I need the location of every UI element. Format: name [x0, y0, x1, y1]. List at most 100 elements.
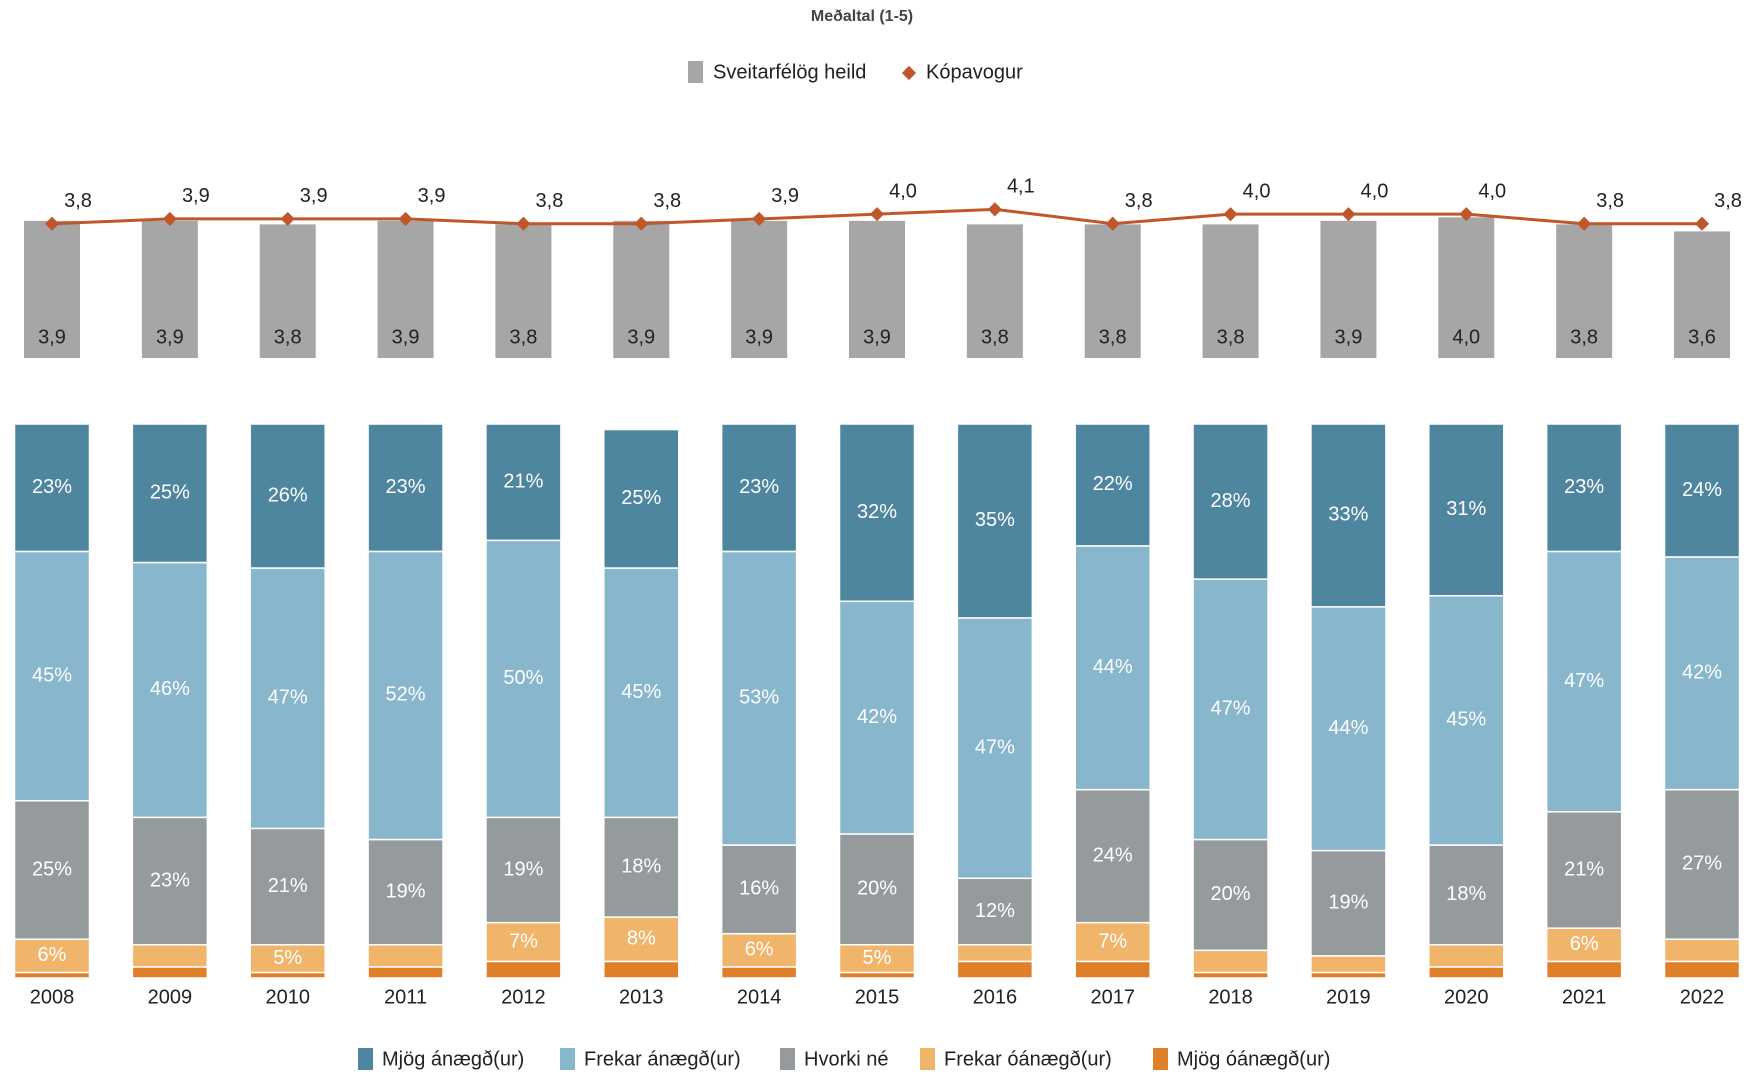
bar-segment	[1310, 423, 1387, 608]
bar	[1438, 217, 1495, 358]
bar-segment	[13, 799, 91, 940]
x-tick-label: 2014	[737, 986, 782, 1008]
bar	[849, 220, 905, 358]
legend-label: Kópavogur	[926, 61, 1023, 83]
bar-segment	[249, 423, 326, 569]
bar-segment	[1310, 606, 1387, 852]
line-marker	[516, 216, 531, 231]
line-marker	[398, 211, 413, 227]
bar-segment	[720, 550, 798, 846]
segment-label: 16%	[739, 878, 779, 900]
bar-segment	[956, 944, 1034, 963]
bar-segment	[1428, 966, 1505, 979]
legend-label: Hvorki né	[804, 1048, 888, 1070]
bar-segment	[1545, 960, 1623, 979]
line-marker	[869, 207, 885, 222]
bar-segment	[249, 971, 326, 979]
segment-label: 47%	[1564, 670, 1604, 692]
line-marker	[1223, 207, 1238, 222]
segment-label: 47%	[975, 736, 1015, 758]
bar-segment	[1310, 955, 1387, 974]
bar	[495, 224, 552, 358]
segment-label: 23%	[386, 476, 426, 498]
segment-label: 33%	[1328, 504, 1368, 526]
bar-segment	[485, 960, 562, 979]
segment-label: 44%	[1093, 656, 1133, 678]
legend-swatch	[1153, 1048, 1168, 1070]
bar	[1320, 220, 1377, 358]
bar-segment	[1663, 960, 1741, 979]
segment-label: 23%	[32, 476, 72, 498]
bar-segment	[367, 966, 444, 979]
segment-label: 5%	[863, 947, 892, 969]
bar	[1084, 224, 1141, 358]
line-label: 4,0	[1243, 180, 1271, 202]
segment-label: 25%	[150, 482, 190, 504]
bar-segment	[1310, 971, 1387, 979]
bar	[731, 220, 788, 358]
segment-label: 23%	[739, 476, 779, 498]
bar	[259, 224, 316, 358]
x-tick-label: 2022	[1680, 986, 1725, 1008]
x-tick-label: 2008	[30, 986, 75, 1008]
legend-label: Frekar óánægð(ur)	[944, 1048, 1112, 1070]
bar-segment	[131, 966, 209, 979]
bar-segment	[1428, 944, 1505, 968]
segment-label: 31%	[1446, 498, 1486, 520]
bar-segment	[1192, 971, 1269, 979]
bar-label: 3,8	[1570, 326, 1598, 348]
line-label: 3,9	[771, 185, 799, 207]
bar-segment	[956, 617, 1034, 880]
bar-label: 4,0	[1452, 326, 1480, 348]
bar-label: 3,8	[1217, 326, 1245, 348]
line-marker	[1694, 216, 1710, 231]
bar-segment	[956, 877, 1034, 946]
segment-label: 25%	[621, 487, 661, 509]
bar-segment	[1074, 960, 1151, 979]
bar-segment	[956, 423, 1034, 619]
bar-segment	[367, 838, 444, 946]
bar-segment	[838, 833, 916, 946]
bar-label: 3,9	[863, 326, 891, 348]
bar	[141, 220, 198, 358]
bar-segment	[367, 423, 444, 553]
bar-label: 3,8	[510, 326, 538, 348]
bar-segment	[367, 550, 444, 841]
bar-segment	[603, 916, 680, 963]
segment-label: 7%	[1098, 930, 1127, 952]
segment-label: 42%	[857, 706, 897, 728]
bar-segment	[131, 423, 209, 564]
segment-label: 21%	[1564, 858, 1604, 880]
bar-segment	[1663, 423, 1741, 558]
x-tick-label: 2021	[1562, 986, 1607, 1008]
segment-label: 20%	[1211, 883, 1251, 905]
segment-label: 26%	[268, 484, 308, 506]
bar-segment	[1663, 938, 1741, 963]
bar-label: 3,6	[1688, 326, 1716, 348]
segment-label: 22%	[1093, 473, 1133, 495]
segment-label: 19%	[1328, 891, 1368, 913]
segment-label: 21%	[503, 470, 543, 492]
bar-segment	[131, 816, 209, 946]
bar-segment	[720, 966, 798, 979]
bar-label: 3,8	[274, 326, 302, 348]
bar-segment	[1428, 423, 1505, 597]
bar-segment	[603, 960, 680, 979]
segment-label: 6%	[745, 939, 774, 961]
x-tick-label: 2015	[855, 986, 900, 1008]
segment-label: 47%	[268, 687, 308, 709]
line-label: 3,9	[418, 185, 446, 207]
line-label: 4,1	[1007, 176, 1035, 198]
segment-label: 6%	[1570, 933, 1599, 955]
bar	[966, 224, 1023, 358]
bar-segment	[367, 944, 444, 968]
segment-label: 44%	[1328, 717, 1368, 739]
segment-label: 32%	[857, 501, 897, 523]
line-label: 3,9	[300, 185, 328, 207]
bar-segment	[13, 971, 91, 979]
line-marker	[162, 211, 177, 227]
bar-segment	[1310, 849, 1387, 957]
bar-label: 3,9	[392, 326, 420, 348]
bar-segment	[249, 944, 326, 974]
